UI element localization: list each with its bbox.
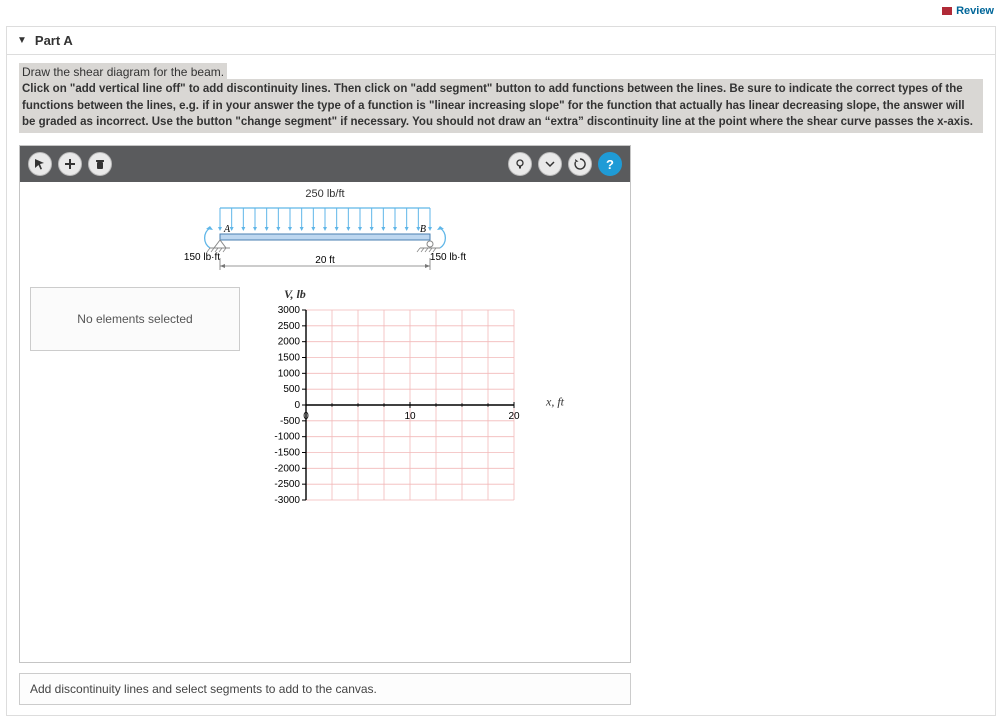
svg-text:0: 0 xyxy=(303,411,309,422)
svg-text:-2500: -2500 xyxy=(274,479,300,490)
cursor-icon[interactable] xyxy=(28,152,52,176)
svg-text:-1500: -1500 xyxy=(274,448,300,459)
help-icon[interactable]: ? xyxy=(598,152,622,176)
svg-text:-2000: -2000 xyxy=(274,463,300,474)
svg-text:A: A xyxy=(223,224,231,235)
svg-text:20: 20 xyxy=(508,411,520,422)
delete-icon[interactable] xyxy=(88,152,112,176)
svg-text:1500: 1500 xyxy=(278,353,301,364)
svg-text:500: 500 xyxy=(283,384,300,395)
chevron-down-icon[interactable] xyxy=(538,152,562,176)
instructions-text: Click on "add vertical line off" to add … xyxy=(19,79,983,133)
bottom-message: Add discontinuity lines and select segme… xyxy=(19,673,631,705)
part-header[interactable]: ▼ Part A xyxy=(6,26,996,55)
svg-text:0: 0 xyxy=(294,400,300,411)
distributed-load-label: 250 lb/ft xyxy=(165,188,485,200)
svg-text:-1000: -1000 xyxy=(274,432,300,443)
svg-text:2500: 2500 xyxy=(278,321,301,332)
svg-text:1000: 1000 xyxy=(278,368,301,379)
hint-icon[interactable] xyxy=(508,152,532,176)
svg-text:-3000: -3000 xyxy=(274,495,300,506)
beam-figure: 250 lb/ft A B 150 lb·ft 150 lb·ft 20 ft xyxy=(165,188,485,277)
svg-text:150 lb·ft: 150 lb·ft xyxy=(430,252,466,263)
svg-text:3000: 3000 xyxy=(278,305,301,316)
svg-text:-500: -500 xyxy=(280,416,300,427)
svg-text:150 lb·ft: 150 lb·ft xyxy=(184,252,220,263)
drawing-canvas: ? 250 lb/ft A B 150 lb·ft 150 lb·ft 20 ft No… xyxy=(19,145,631,663)
prompt-text: Draw the shear diagram for the beam. xyxy=(19,63,227,81)
part-content: Draw the shear diagram for the beam. Cli… xyxy=(6,55,996,716)
chart-svg[interactable]: 300025002000150010005000-500-1000-1500-2… xyxy=(254,304,534,514)
svg-text:2000: 2000 xyxy=(278,337,301,348)
add-icon[interactable] xyxy=(58,152,82,176)
canvas-area[interactable]: 250 lb/ft A B 150 lb·ft 150 lb·ft 20 ft No e… xyxy=(20,182,630,662)
selection-status: No elements selected xyxy=(30,287,240,351)
collapse-chevron-icon[interactable]: ▼ xyxy=(17,35,27,46)
chart-y-title: V, lb xyxy=(284,287,534,302)
svg-text:10: 10 xyxy=(404,411,416,422)
review-link[interactable]: Review xyxy=(942,5,994,17)
review-link-label: Review xyxy=(956,5,994,17)
shear-chart[interactable]: V, lb 300025002000150010005000-500-1000-… xyxy=(254,287,534,517)
reset-icon[interactable] xyxy=(568,152,592,176)
svg-text:B: B xyxy=(420,224,426,235)
beam-svg: A B 150 lb·ft 150 lb·ft 20 ft xyxy=(165,202,485,277)
svg-text:20 ft: 20 ft xyxy=(315,255,335,266)
canvas-toolbar: ? xyxy=(20,146,630,182)
chart-x-title: x, ft xyxy=(546,395,564,410)
part-label: Part A xyxy=(35,33,73,48)
